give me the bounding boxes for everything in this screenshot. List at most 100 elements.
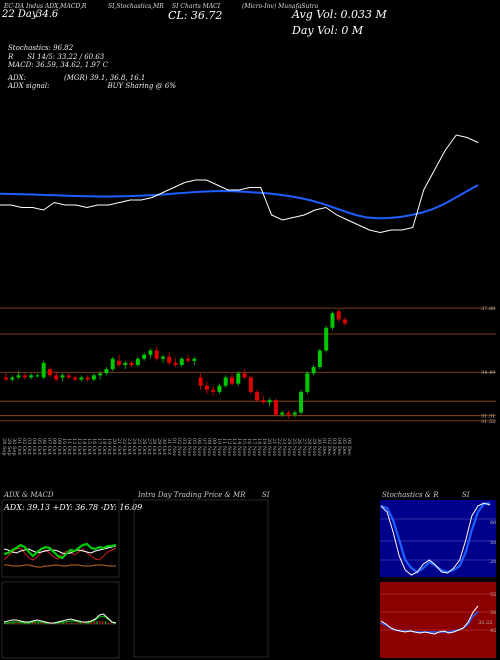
- price-level-label: 31.55: [481, 419, 495, 425]
- macd-histogram-bar: [40, 622, 42, 624]
- macd-histogram-bar: [88, 622, 90, 624]
- macd-panel-frame: [1, 581, 120, 659]
- x-axis-label: 17 Nov: [251, 438, 257, 456]
- candle-body: [91, 375, 96, 380]
- stoch-blue-line: [380, 501, 491, 574]
- candle-body: [85, 377, 90, 380]
- macd-white-line: [3, 613, 117, 624]
- x-axis-label: 02 Oct: [21, 438, 27, 455]
- x-axis-label: 08 Nov: [206, 438, 212, 456]
- candle-body: [135, 358, 140, 365]
- x-axis-label: 03 Dec: [331, 438, 337, 456]
- x-axis-label: 20 Oct: [111, 438, 117, 455]
- x-axis-label: 30 Oct: [161, 438, 167, 455]
- candle-body: [273, 400, 278, 415]
- x-axis-label: 29 Nov: [311, 438, 317, 456]
- candle-body: [117, 360, 121, 365]
- stoch-tick-80: 80: [490, 520, 496, 526]
- candle-body: [305, 373, 310, 392]
- adx-signal-label: ADX signal:: [8, 82, 50, 91]
- macd-histogram-bar: [79, 622, 81, 624]
- candle-body: [154, 350, 159, 359]
- candle-body: [167, 356, 172, 363]
- candle-body: [343, 319, 347, 324]
- x-axis-label: 04 Dec: [336, 438, 342, 456]
- x-axis-label: 06 Nov: [196, 438, 202, 456]
- candle-body: [47, 369, 52, 376]
- candle-body: [336, 311, 341, 320]
- macd-histogram-bar: [74, 622, 76, 624]
- x-axis-label: 09 Nov: [211, 438, 217, 456]
- candle-body: [73, 377, 78, 380]
- candle-body: [204, 385, 209, 390]
- macd-readout: MACD: 36.59, 34.62, 1.97 C: [8, 61, 108, 70]
- x-axis-label: 25 Oct: [136, 438, 142, 455]
- macd-histogram-bar: [68, 622, 70, 624]
- candle-body: [142, 354, 147, 359]
- macd-histogram-bar: [99, 621, 101, 624]
- candle-body: [198, 377, 203, 386]
- stoch-tick-20: 20: [490, 559, 496, 565]
- candle-body: [223, 377, 228, 386]
- adx-panel-title: ADX & MACD: [4, 491, 54, 499]
- candle-body: [299, 391, 304, 413]
- x-axis-label: 23 Nov: [281, 438, 287, 456]
- candle-body: [192, 358, 197, 361]
- macd-histogram-bar: [76, 622, 79, 624]
- x-axis-label: 05 Oct: [36, 438, 42, 455]
- adx-panel-frame: [1, 499, 120, 578]
- candle-body: [148, 350, 153, 355]
- candle-body: [129, 362, 134, 365]
- rsi-end-value: 33.22: [478, 620, 492, 626]
- stoch-white-line: [380, 502, 491, 576]
- candle-body: [236, 373, 241, 384]
- x-axis-label: 03 Nov: [181, 438, 187, 456]
- candle-body: [160, 356, 165, 359]
- ma-white-line: [0, 134, 479, 234]
- macd-histogram-bar: [37, 622, 39, 624]
- rsi-prefix: R: [8, 52, 14, 61]
- candle-body: [110, 358, 115, 370]
- x-axis-label: 10 Nov: [216, 438, 222, 456]
- adx-panel-values: ADX: 39.13 +DY: 36.78 -DY: 16.09: [4, 503, 143, 512]
- x-axis-label: 13 Oct: [76, 438, 82, 455]
- x-axis-label: 19 Oct: [106, 438, 112, 455]
- macd-histogram-bar: [9, 622, 11, 624]
- x-axis-label: 03 Oct: [26, 438, 32, 455]
- stoch-panel-title: Stochastics & R: [382, 491, 439, 499]
- x-axis-label: 19 Nov: [261, 438, 267, 456]
- stoch-tick-50: 50: [490, 540, 496, 546]
- macd-histogram-bar: [107, 622, 109, 624]
- header-date-num: 34.6: [36, 9, 59, 20]
- x-axis-label: 14 Nov: [236, 438, 242, 456]
- close-price: CL: 36.72: [168, 9, 223, 22]
- x-axis-label: 22 Oct: [121, 438, 127, 455]
- macd-histogram-bar: [110, 622, 112, 624]
- rsi-readout: SI 14/5: 33.22 / 60.63: [27, 52, 105, 61]
- candle-body: [41, 362, 46, 378]
- x-axis-label: 07 Nov: [201, 438, 207, 456]
- x-axis-label: 06 Dec: [346, 438, 352, 456]
- adx-signal-readout: BUY Sharing @ 6%: [107, 82, 176, 91]
- candle-body: [242, 373, 247, 378]
- stochastics-readout: Stochastics: 96.82: [8, 44, 74, 52]
- x-axis-label: 02 Nov: [176, 438, 182, 456]
- x-axis-label: 18 Oct: [101, 438, 107, 455]
- candle-body: [104, 369, 109, 374]
- intraday-panel-title: Intra Day Trading Price & MR: [138, 491, 246, 499]
- macd-histogram-bar: [32, 622, 34, 624]
- macd-histogram-bar: [34, 622, 37, 624]
- candle-body: [66, 375, 71, 378]
- header-title-d: (Micro-Inv) MunafaSutra: [242, 3, 319, 10]
- macd-histogram-bar: [65, 622, 67, 624]
- macd-histogram-bar: [104, 621, 107, 624]
- header-title-b: SI,Stochastics,MR: [108, 3, 164, 10]
- rsi-tick-50: 50: [490, 610, 496, 616]
- candle-body: [255, 391, 260, 401]
- macd-histogram-bar: [18, 622, 20, 624]
- rsi-tick-55: 55: [490, 592, 496, 598]
- candle-body: [98, 373, 103, 376]
- x-axis-label: 06 Oct: [41, 438, 47, 455]
